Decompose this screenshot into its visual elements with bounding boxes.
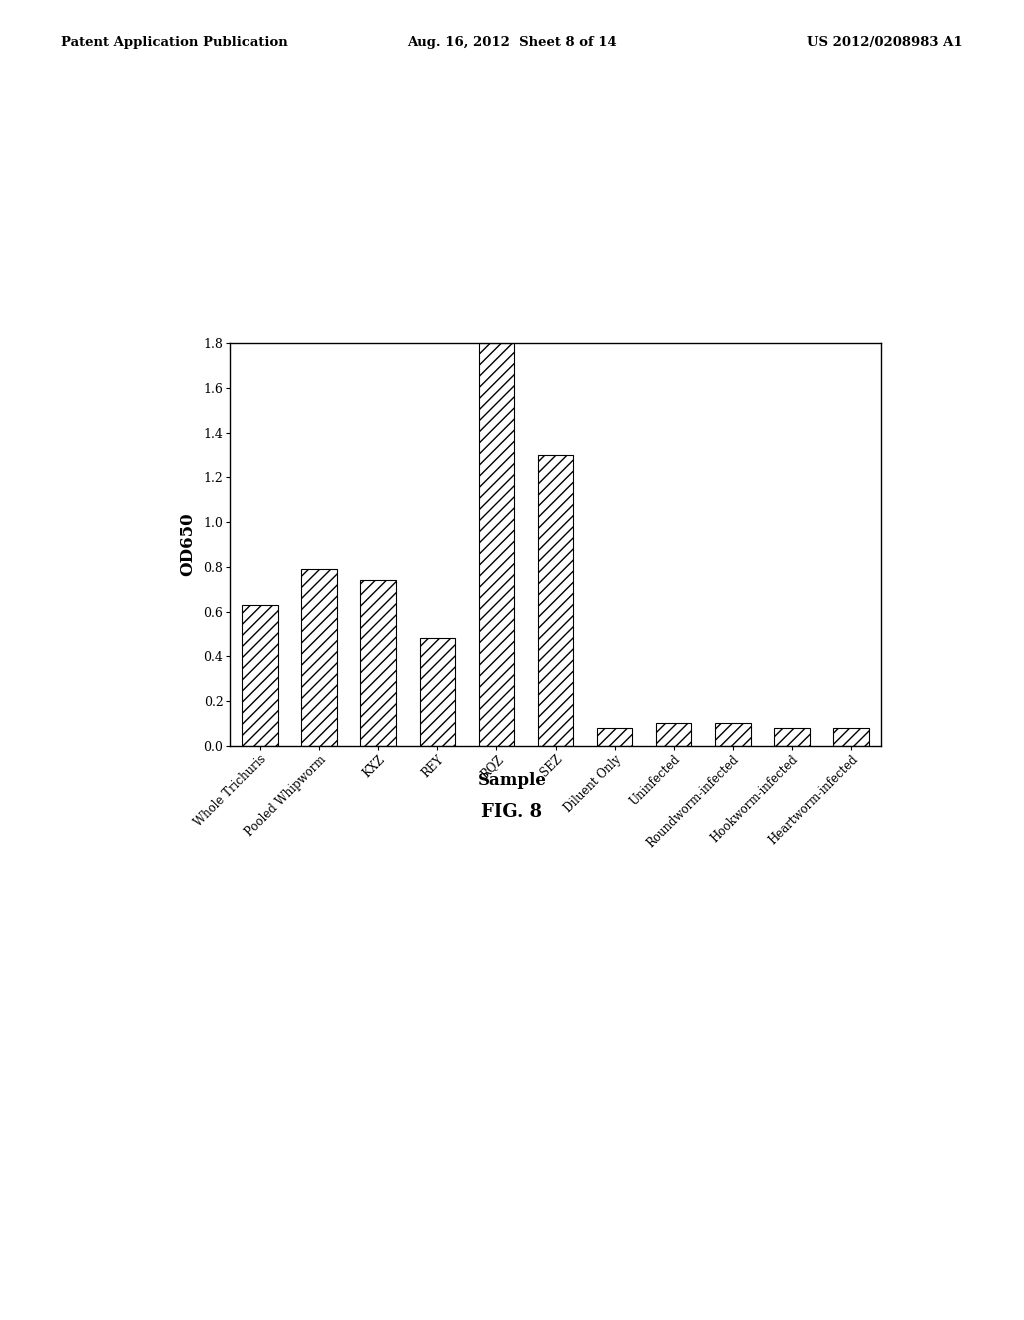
Bar: [538, 455, 573, 746]
Bar: [301, 569, 337, 746]
Text: Patent Application Publication: Patent Application Publication: [61, 36, 288, 49]
Bar: [243, 605, 278, 746]
Bar: [420, 639, 455, 746]
Text: US 2012/0208983 A1: US 2012/0208983 A1: [807, 36, 963, 49]
Y-axis label: OD650: OD650: [179, 512, 197, 577]
Bar: [715, 723, 751, 746]
Bar: [656, 723, 691, 746]
Bar: [360, 581, 396, 746]
Bar: [834, 727, 868, 746]
Bar: [478, 343, 514, 746]
Text: Sample: Sample: [477, 772, 547, 789]
Bar: [774, 727, 810, 746]
Text: Aug. 16, 2012  Sheet 8 of 14: Aug. 16, 2012 Sheet 8 of 14: [408, 36, 616, 49]
Text: FIG. 8: FIG. 8: [481, 803, 543, 821]
Bar: [597, 727, 633, 746]
